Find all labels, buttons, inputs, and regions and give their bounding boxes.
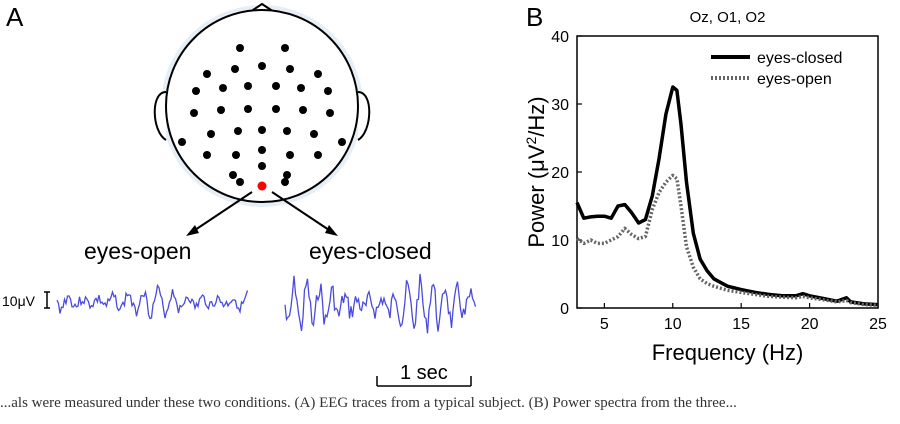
condition-label-eyes-open: eyes-open xyxy=(84,238,192,264)
panel-a-label: A xyxy=(6,2,24,32)
arrow-head-closed xyxy=(325,225,338,236)
electrode-dot xyxy=(190,109,198,117)
electrode-dot xyxy=(203,151,211,159)
eeg-trace-eyes-open xyxy=(56,283,249,320)
electrode-dot xyxy=(281,178,289,186)
electrode-array xyxy=(178,44,346,191)
power-spectrum-chart: 5 10 15 20 25 0 10 20 30 40 Frequency (Hz) Power (μ… xyxy=(523,9,887,365)
electrode-dot xyxy=(310,130,318,138)
electrode-dot xyxy=(203,70,211,78)
x-tick-label: 15 xyxy=(732,316,750,333)
head-diagram xyxy=(153,2,371,207)
electrode-dot xyxy=(281,44,289,52)
electrode-dot xyxy=(229,171,237,179)
arrow-to-open xyxy=(191,191,253,233)
time-scale-label: 1 sec xyxy=(400,362,448,384)
legend-label-eyes-open: eyes-open xyxy=(757,71,832,88)
x-tick-label: 25 xyxy=(869,316,887,333)
electrode-dot xyxy=(324,87,332,95)
arrows xyxy=(186,191,338,236)
electrode-dot xyxy=(178,138,186,146)
electrode-dot xyxy=(272,105,280,113)
eeg-trace-eyes-closed xyxy=(284,273,477,334)
y-tick-label: 0 xyxy=(560,301,569,318)
arrow-head-open xyxy=(186,225,199,236)
electrode-dot xyxy=(192,87,200,95)
electrode-dot xyxy=(338,138,346,146)
electrode-dot xyxy=(272,82,280,90)
time-scale-bar xyxy=(376,376,472,387)
electrode-dot xyxy=(232,151,240,159)
x-tick-label: 10 xyxy=(664,316,682,333)
series-line-eyes-open xyxy=(575,173,879,308)
electrode-dot xyxy=(258,62,266,70)
electrode-dot xyxy=(314,151,322,159)
y-tick-label: 30 xyxy=(551,97,569,114)
electrode-dot xyxy=(217,106,225,114)
panel-b-label: B xyxy=(526,2,544,32)
y-tick-label: 20 xyxy=(551,165,569,182)
electrode-dot xyxy=(326,109,334,117)
highlighted-electrode-oz xyxy=(257,181,267,191)
electrode-dot xyxy=(314,70,322,78)
electrode-dot xyxy=(231,65,239,73)
voltage-scale-label: 10μV xyxy=(2,293,35,309)
electrode-dot xyxy=(236,44,244,52)
electrode-dot xyxy=(283,171,291,179)
electrode-dot xyxy=(244,105,252,113)
electrode-dot xyxy=(258,146,266,154)
electrode-dot xyxy=(258,126,266,134)
left-ear xyxy=(153,91,167,141)
y-axis-label: Power (μV2/Hz) xyxy=(523,96,549,247)
voltage-scale-bar xyxy=(44,291,50,309)
condition-label-eyes-closed: eyes-closed xyxy=(309,238,432,264)
head-outline xyxy=(165,9,359,203)
electrode-dot xyxy=(236,178,244,186)
electrode-dot xyxy=(219,84,227,92)
x-axis-label: Frequency (Hz) xyxy=(652,340,804,365)
right-ear xyxy=(357,91,371,141)
electrode-dot xyxy=(234,127,242,135)
electrode-dot xyxy=(244,82,252,90)
chart-title: Oz, O1, O2 xyxy=(690,9,766,26)
x-tick-label: 20 xyxy=(801,316,819,333)
x-tick-label: 5 xyxy=(600,316,609,333)
y-tick-label: 10 xyxy=(551,233,569,250)
y-tick-label: 40 xyxy=(551,29,569,46)
electrode-dot xyxy=(299,106,307,114)
arrow-to-closed xyxy=(271,191,333,233)
legend-label-eyes-closed: eyes-closed xyxy=(757,50,842,67)
electrode-dot xyxy=(297,84,305,92)
electrode-dot xyxy=(207,130,215,138)
figure-caption: ...als were measured under these two con… xyxy=(0,395,737,411)
electrode-dot xyxy=(283,127,291,135)
electrode-dot xyxy=(286,65,294,73)
series-line-eyes-closed xyxy=(575,85,879,307)
electrode-dot xyxy=(258,162,266,170)
electrode-dot xyxy=(286,151,294,159)
